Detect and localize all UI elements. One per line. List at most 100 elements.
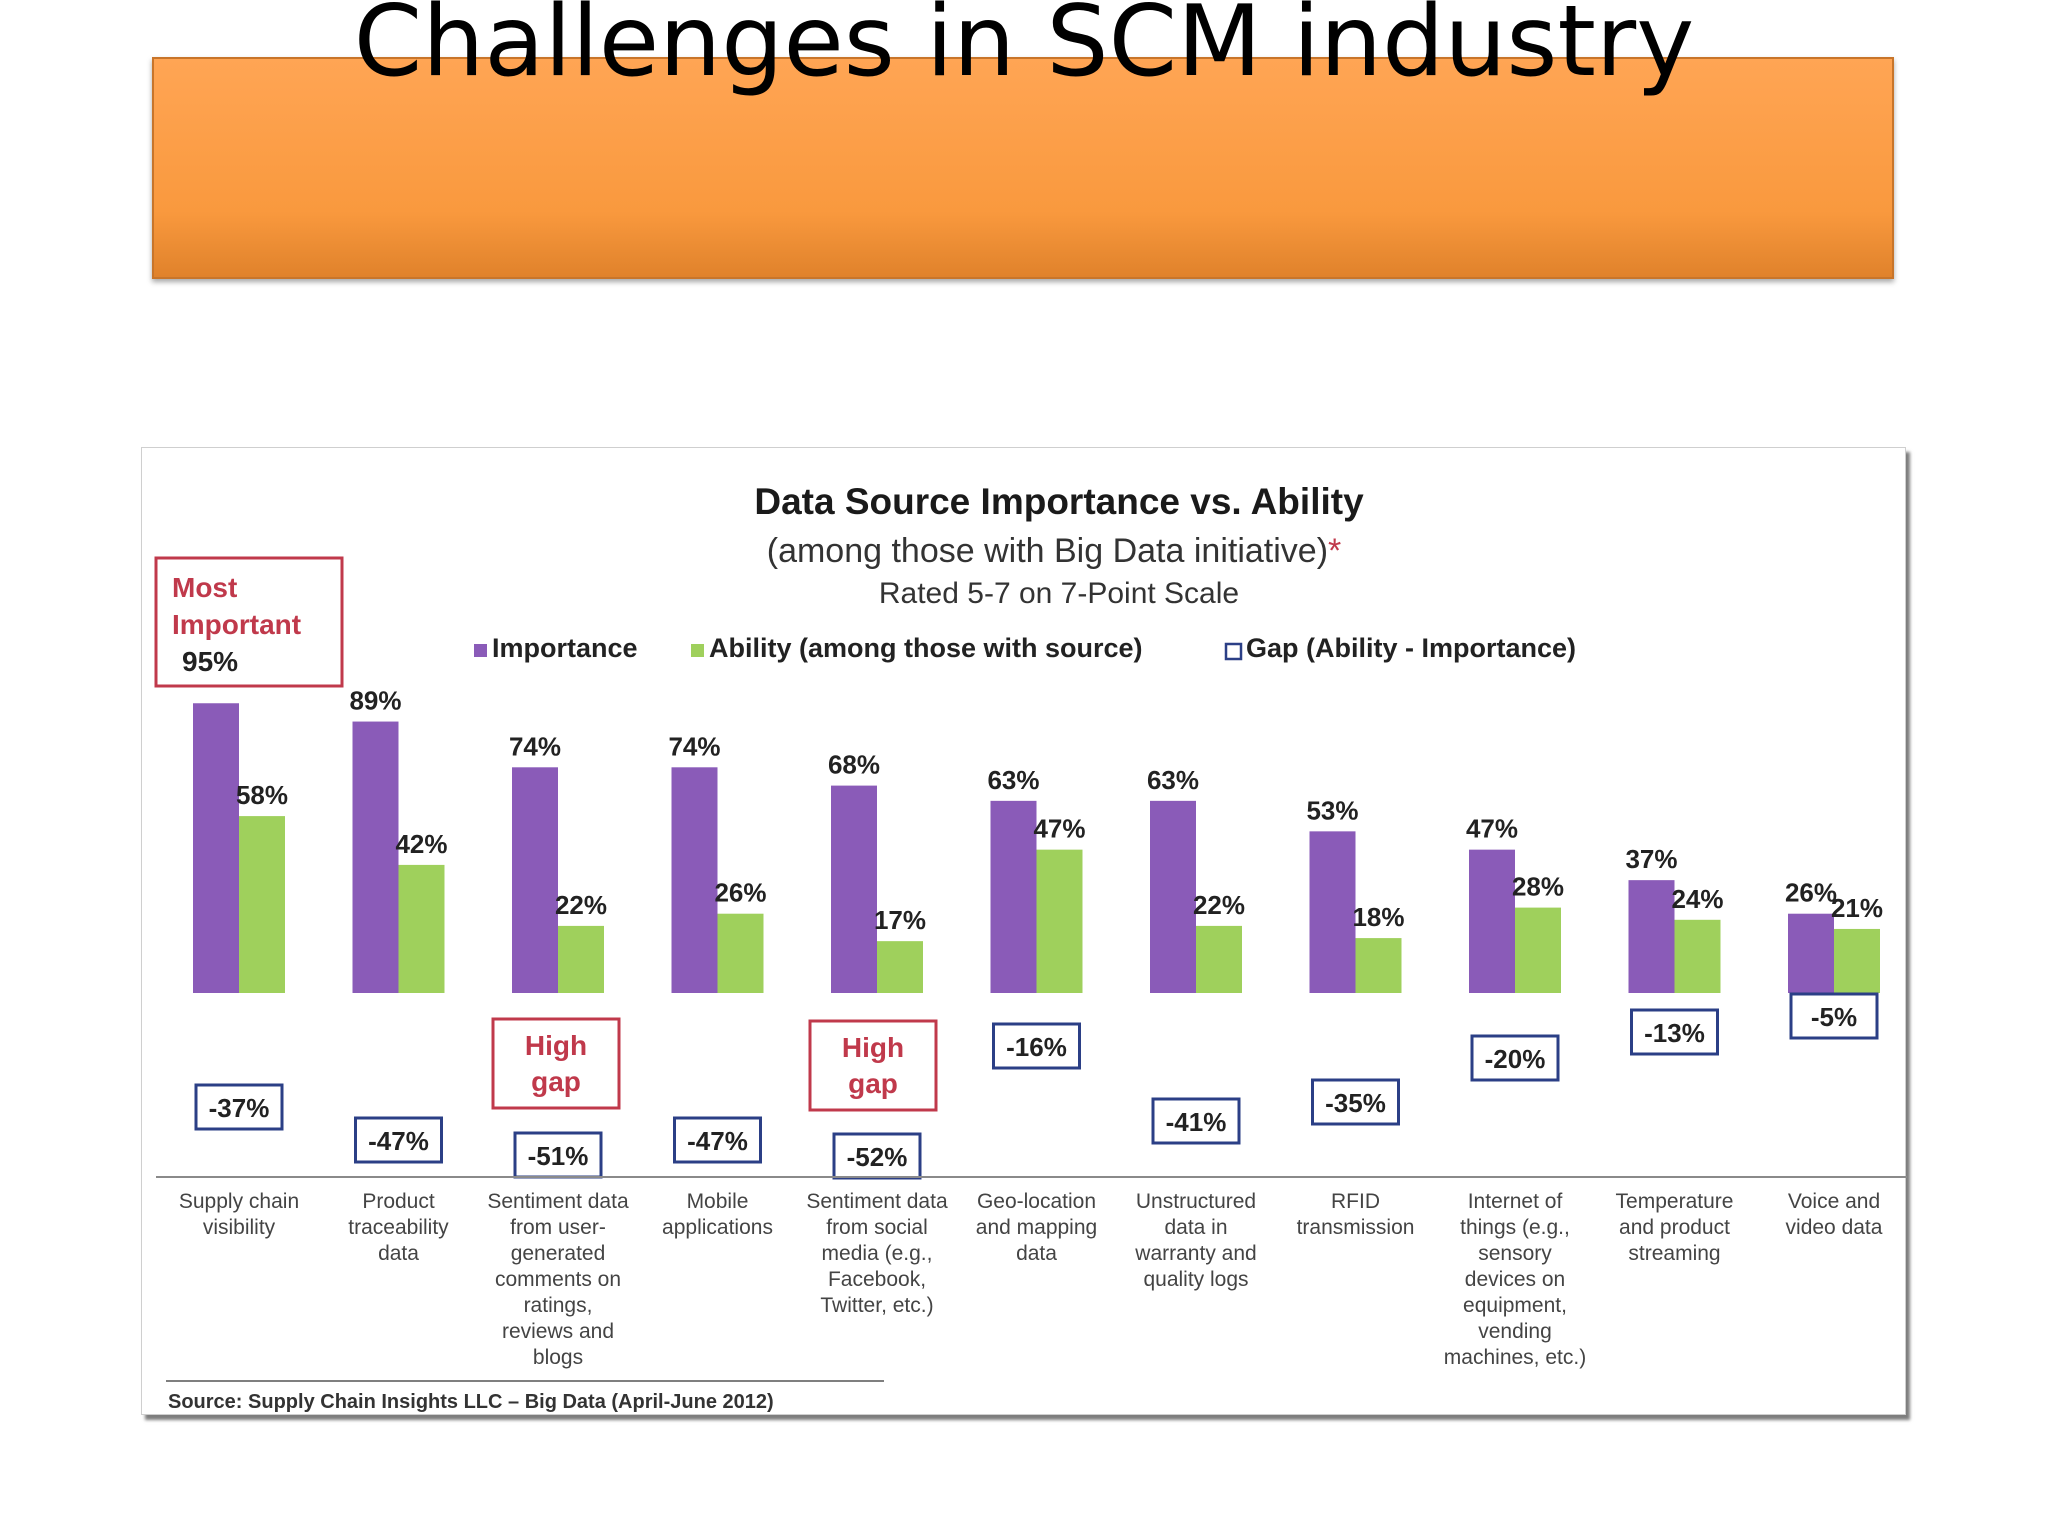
category-label-line: data in	[1164, 1216, 1227, 1239]
category-label-line: generated	[511, 1242, 606, 1265]
ability-bar	[398, 864, 445, 993]
category-label: Temperature and product streaming	[1616, 1190, 1734, 1265]
callout-most-important-box	[154, 556, 344, 688]
category-label-line: vending	[1478, 1320, 1552, 1343]
gap-value-label: -13%	[1644, 1018, 1705, 1048]
category-label-line: devices on	[1465, 1268, 1565, 1291]
category-label: Supply chain visibility	[179, 1190, 299, 1239]
gap-box	[1470, 1034, 1560, 1082]
category-label-line: Supply chain	[179, 1190, 299, 1213]
chart-title: Data Source Importance vs. Ability	[754, 481, 1364, 522]
importance-bar	[990, 800, 1037, 993]
category-label-line: warranty and	[1134, 1242, 1256, 1265]
callout-high-gap-2: High gap	[808, 1019, 938, 1112]
category-label-line: machines, etc.)	[1444, 1346, 1586, 1369]
importance-value-label: 68%	[828, 750, 880, 780]
category-label-line: applications	[662, 1216, 773, 1239]
ability-value-label: 21%	[1831, 893, 1883, 923]
category-label: Unstructured data in warranty and quality l…	[1134, 1190, 1256, 1291]
legend-label-ability: Ability (among those with source)	[709, 633, 1143, 663]
gap-value-label: -51%	[528, 1141, 589, 1171]
category-label-line: Sentiment data	[487, 1190, 629, 1213]
gap-value-label: -35%	[1325, 1088, 1386, 1118]
ability-value-label: 17%	[874, 905, 926, 935]
importance-value-label: 74%	[668, 731, 720, 761]
category-label: Voice and video data	[1786, 1190, 1883, 1239]
ability-bar	[1196, 925, 1242, 993]
title-banner	[152, 57, 1894, 279]
gap-box	[1311, 1078, 1400, 1126]
category-label-line: sensory	[1478, 1242, 1552, 1265]
ability-bar	[877, 941, 923, 993]
callout-most-important: Most Important 95%	[154, 556, 344, 688]
category-label-line: blogs	[533, 1346, 583, 1369]
ability-value-label: 28%	[1512, 872, 1564, 902]
category-label-line: Sentiment data	[806, 1190, 948, 1213]
callout-high-gap-2-box	[808, 1019, 938, 1112]
gap-box	[992, 1022, 1081, 1070]
callout-high-gap-1: High gap	[491, 1017, 621, 1110]
ability-value-label: 18%	[1352, 902, 1404, 932]
category-label-line: Unstructured	[1136, 1190, 1256, 1213]
importance-value-label: 63%	[987, 765, 1039, 795]
slide-title: Challenges in SCM industry	[353, 0, 1695, 99]
gap-value-label: -47%	[368, 1126, 429, 1156]
category-label-line: comments on	[495, 1268, 621, 1291]
ability-bar	[717, 913, 764, 993]
subtitle-asterisk: *	[1328, 532, 1341, 570]
legend-label-importance: Importance	[492, 633, 638, 663]
category-label: Sentiment data from social media (e.g., Fac…	[806, 1190, 948, 1317]
importance-value-label: 53%	[1306, 795, 1358, 825]
importance-bar	[193, 703, 239, 993]
category-label-line: Internet of	[1468, 1190, 1563, 1213]
ability-bar	[1674, 919, 1721, 993]
importance-bar	[831, 785, 877, 993]
category-label: Product traceability data	[348, 1190, 449, 1265]
legend-swatch-gap	[1224, 642, 1243, 661]
callout-high-gap-1-line2: gap	[531, 1066, 581, 1097]
category-label-line: Temperature	[1616, 1190, 1734, 1213]
category-label-line: from user-	[510, 1216, 606, 1239]
importance-value-label: 74%	[509, 731, 561, 761]
importance-value-label: 63%	[1147, 765, 1199, 795]
category-label-line: from social	[826, 1216, 928, 1239]
importance-value-label: 89%	[349, 686, 401, 716]
category-label-line: streaming	[1628, 1242, 1720, 1265]
chart-subtitle-text: (among those with Big Data initiative)	[767, 532, 1328, 570]
importance-bar	[1788, 913, 1834, 993]
ability-value-label: 58%	[236, 780, 288, 810]
legend-label-gap: Gap (Ability - Importance)	[1246, 633, 1576, 663]
category-label-line: data	[378, 1242, 419, 1265]
callout-most-label: Most	[172, 572, 237, 603]
gap-box	[1630, 1008, 1719, 1056]
importance-value-label: 37%	[1625, 844, 1677, 874]
chart-subtitle-scale: Rated 5-7 on 7-Point Scale	[879, 577, 1239, 610]
importance-value-label: 26%	[1785, 878, 1837, 908]
importance-bar	[1469, 849, 1515, 993]
callout-most-value: 95%	[182, 646, 238, 677]
category-label-line: transmission	[1297, 1216, 1415, 1239]
ability-value-label: 22%	[555, 890, 607, 920]
gap-value-label: -16%	[1006, 1032, 1067, 1062]
category-label-line: quality logs	[1143, 1268, 1248, 1291]
ability-value-label: 22%	[1193, 890, 1245, 920]
ability-value-label: 24%	[1671, 884, 1723, 914]
gap-box	[354, 1116, 443, 1164]
category-label-line: ratings,	[524, 1294, 593, 1317]
importance-value-label: 47%	[1466, 814, 1518, 844]
ability-bar	[1834, 928, 1880, 993]
category-label-line: video data	[1786, 1216, 1883, 1239]
gap-value-label: -37%	[209, 1093, 270, 1123]
category-label-line: reviews and	[502, 1320, 614, 1343]
category-label: Mobile applications	[662, 1190, 773, 1239]
callout-high-gap-1-box	[491, 1017, 621, 1110]
gap-value-label: -47%	[687, 1126, 748, 1156]
importance-bar	[1628, 880, 1675, 993]
ability-value-label: 26%	[714, 878, 766, 908]
category-label-line: Voice and	[1788, 1190, 1880, 1213]
importance-bar	[1309, 831, 1356, 993]
chart-svg: Data Source Importance vs. Ability (amon…	[154, 481, 1907, 1413]
category-label: Sentiment data from user-generated comment…	[487, 1190, 629, 1369]
category-label-line: visibility	[203, 1216, 276, 1239]
gap-value-label: -20%	[1485, 1044, 1546, 1074]
